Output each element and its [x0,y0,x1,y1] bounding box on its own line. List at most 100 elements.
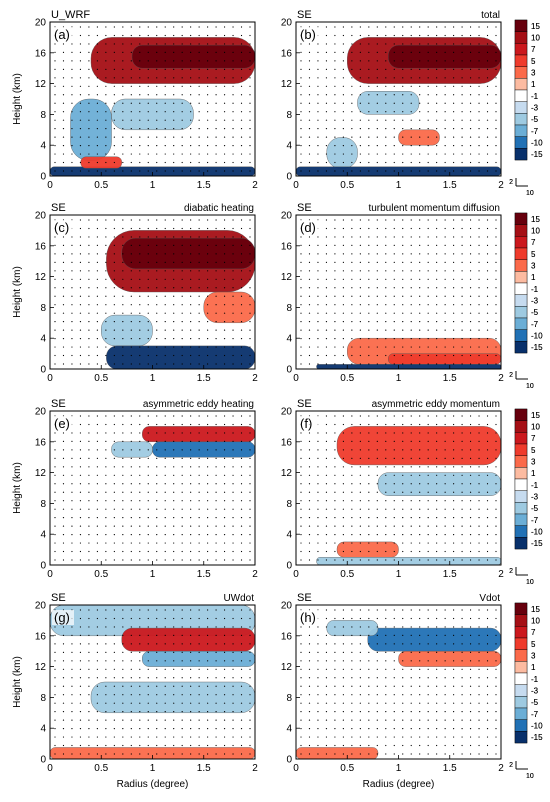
vector-arrow [376,94,378,96]
vector-arrow [478,702,480,704]
vector-arrow [223,102,226,104]
vector-arrow [376,651,378,653]
colorbar-swatch [514,513,528,526]
colorbar-swatch [514,649,528,662]
vector-arrow [317,457,319,459]
vector-arrow [88,26,90,28]
vector-arrow [79,236,82,238]
vector-arrow [300,668,302,670]
vector-arrow [351,354,353,357]
vector-arrow [410,227,412,230]
vector-arrow [478,466,480,468]
vector-arrow [469,102,472,104]
vector-arrow [385,170,387,172]
vector-arrow [478,34,480,37]
vector-arrow [62,136,65,138]
colorbar-label: -15 [531,539,543,548]
vector-arrow [393,111,395,113]
vector-arrow [453,34,455,37]
vector-arrow [173,77,175,79]
vector-arrow [359,244,361,247]
vector-arrow [198,136,200,138]
x-tick-label: 1.5 [197,763,211,774]
vector-arrow [122,68,124,70]
vector-arrow [130,312,132,314]
vector-arrow [359,128,361,130]
vector-arrow [469,466,472,468]
vector-arrow [308,491,311,493]
vector-arrow [223,304,226,306]
vector-arrow [105,77,107,79]
vector-arrow [469,119,472,121]
vector-arrow [334,668,336,670]
vector-arrow [198,660,200,662]
vector-arrow [139,287,141,289]
vector-arrow [105,415,107,417]
vector-arrow [79,617,82,620]
vector-arrow [436,244,438,247]
vector-arrow [181,694,183,696]
vector-arrow [232,26,234,28]
vector-arrow [359,702,361,704]
vector-arrow [88,609,90,611]
vector-arrow [62,559,65,561]
vector-arrow [62,119,65,121]
vector-arrow [368,440,370,443]
vector-arrow [469,660,472,662]
vector-arrow [300,94,302,96]
vector-arrow [495,617,497,620]
vector-arrow [436,483,438,485]
vector-arrow [402,711,404,713]
vector-arrow [325,550,328,553]
vector-arrow [368,634,370,637]
vector-arrow [215,219,217,221]
panel-title-right: asymmetric eddy heating [143,399,254,410]
vector-arrow [232,60,234,62]
vector-arrow [113,161,115,164]
vector-arrow [334,685,336,687]
y-tick-label: 4 [40,724,46,735]
vector-arrow [71,287,73,289]
vector-arrow [385,677,387,679]
vector-arrow [495,711,497,713]
vector-arrow [71,685,73,687]
vector-arrow [139,278,141,280]
vector-arrow [436,153,438,155]
vector-arrow [300,525,302,527]
vector-arrow [436,432,438,434]
vector-arrow [486,111,489,113]
vector-arrow [164,85,166,87]
vector-arrow [376,702,378,704]
vector-arrow [130,677,132,679]
vector-arrow [79,321,82,323]
vector-arrow [308,136,311,138]
vector-arrow [88,500,90,502]
vector-arrow [198,744,200,747]
vector-arrow [444,634,446,637]
vector-arrow [376,559,378,561]
vector-arrow [240,119,243,121]
vector-arrow [308,94,311,96]
vector-arrow [249,26,251,28]
vector-arrow [249,144,251,147]
colorbar-swatch [514,637,528,650]
vector-arrow [436,295,438,297]
vector-arrow [402,617,404,620]
vector-arrow [300,119,302,121]
vector-arrow [139,525,141,527]
vector-arrow [308,744,311,747]
vector-arrow [393,312,395,314]
vector-arrow [461,261,463,263]
y-tick-label: 20 [281,211,293,222]
vector-arrow [427,337,429,340]
vector-arrow [223,651,226,653]
vector-arrow [444,500,446,502]
vector-arrow [393,626,395,628]
vector-arrow [96,694,98,696]
vector-arrow [156,144,158,147]
vector-arrow [147,236,149,238]
vector-arrow [223,457,226,459]
vector-arrow [190,363,192,365]
vector-arrow [325,43,328,45]
vector-arrow [461,634,463,637]
